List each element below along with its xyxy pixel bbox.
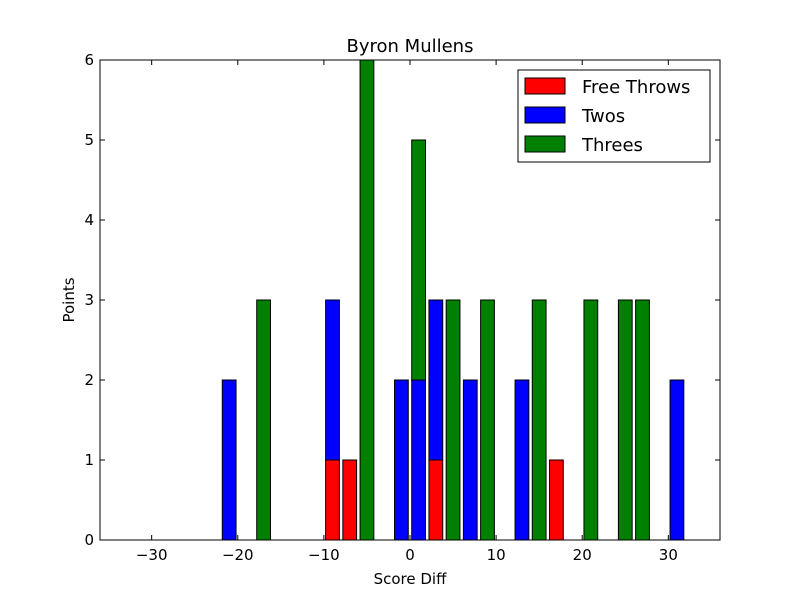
bar-threes xyxy=(635,299,650,541)
x-tick-label: 10 xyxy=(487,546,506,564)
y-axis-title: Points xyxy=(60,277,78,322)
bar-threes xyxy=(359,59,375,541)
ticks-group: −30 −20 −10 0 10 20 30 0 1 2 3 4 5 6 xyxy=(84,51,720,564)
legend-label-free-throws: Free Throws xyxy=(582,77,690,98)
bar-twos xyxy=(325,299,340,461)
y-tick-label: 1 xyxy=(84,451,94,469)
bar-free-throws xyxy=(325,459,340,541)
x-tick-label: 20 xyxy=(573,546,592,564)
legend-label-threes: Threes xyxy=(581,135,643,156)
y-tick-label: 6 xyxy=(84,51,94,69)
legend-swatch-threes xyxy=(524,135,566,153)
y-tick-label: 5 xyxy=(84,131,94,149)
x-axis-title: Score Diff xyxy=(374,570,447,588)
y-tick-label: 2 xyxy=(84,371,94,389)
bar-threes xyxy=(256,299,272,541)
bar-threes xyxy=(531,299,547,541)
y-tick-label: 0 xyxy=(84,531,94,549)
legend-swatch-free-throws xyxy=(524,77,566,95)
bar-twos xyxy=(514,379,530,541)
legend-swatch-twos xyxy=(524,106,566,124)
bar-twos xyxy=(428,299,444,461)
x-tick-label: −30 xyxy=(136,546,168,564)
chart-title: Byron Mullens xyxy=(347,36,474,57)
x-tick-label: −20 xyxy=(222,546,254,564)
bar-threes xyxy=(480,299,495,541)
bar-twos xyxy=(411,379,427,541)
x-tick-label: 30 xyxy=(659,546,678,564)
bar-free-throws xyxy=(342,459,358,541)
bar-threes xyxy=(583,299,599,541)
bar-free-throws xyxy=(549,459,564,541)
bar-twos xyxy=(462,379,478,541)
x-tick-label: −10 xyxy=(308,546,340,564)
bar-free-throws xyxy=(428,459,444,541)
legend-label-twos: Twos xyxy=(581,106,625,127)
y-tick-label: 4 xyxy=(84,211,94,229)
bar-twos xyxy=(669,379,685,541)
legend: Free Throws Twos Threes xyxy=(517,69,711,163)
bar-threes xyxy=(411,139,427,381)
bar-threes xyxy=(445,299,461,541)
y-tick-label: 3 xyxy=(84,291,94,309)
bar-twos xyxy=(221,379,237,541)
bar-threes xyxy=(617,299,633,541)
x-tick-label: 0 xyxy=(405,546,415,564)
bar-twos xyxy=(394,379,409,541)
